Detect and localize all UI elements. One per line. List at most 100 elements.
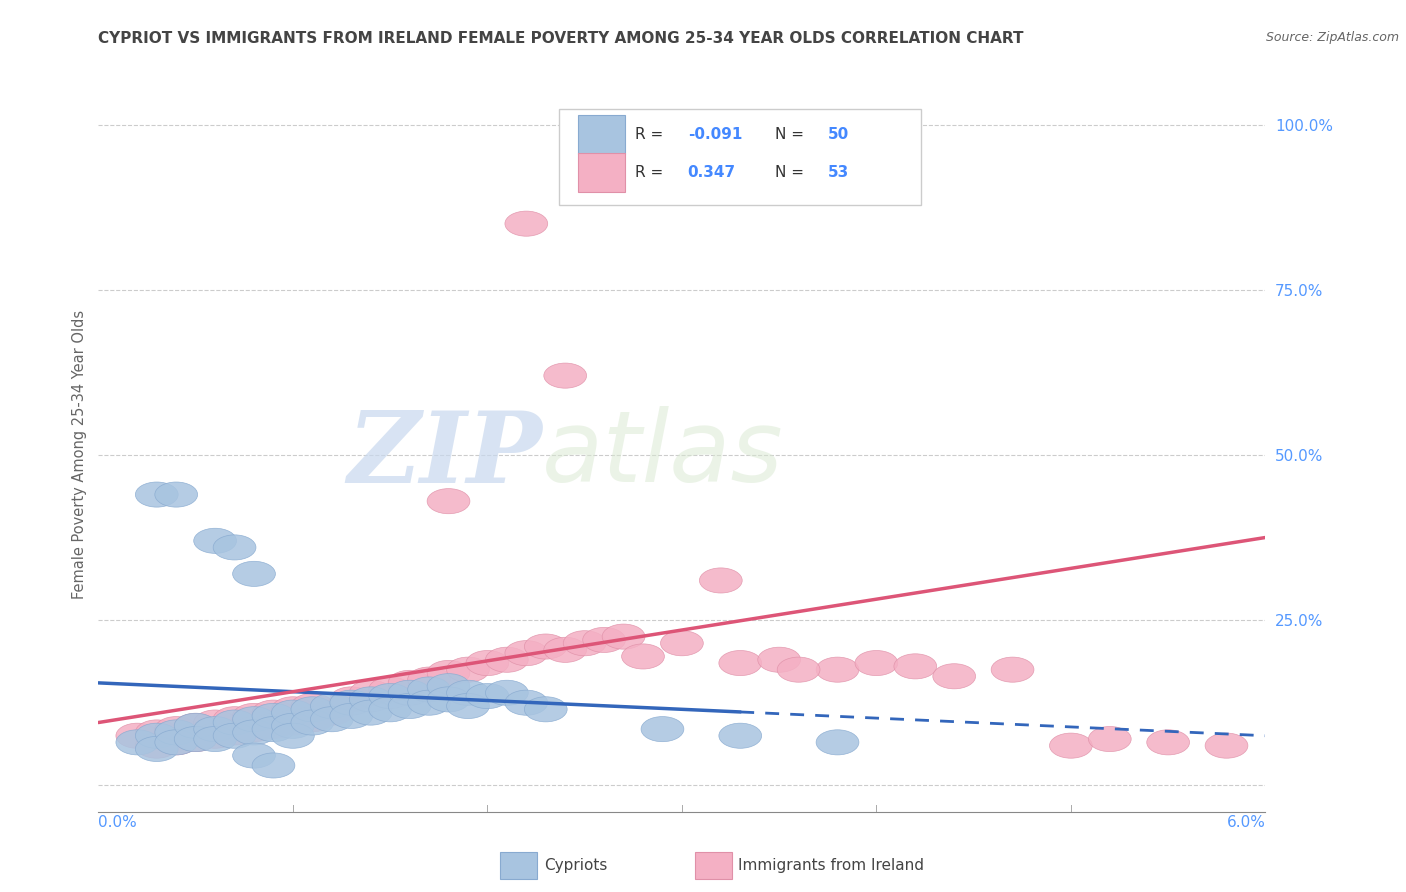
- Ellipse shape: [155, 730, 198, 755]
- Ellipse shape: [291, 697, 333, 722]
- FancyBboxPatch shape: [560, 109, 921, 205]
- Ellipse shape: [582, 627, 626, 652]
- Ellipse shape: [349, 687, 392, 712]
- Ellipse shape: [271, 710, 315, 735]
- FancyBboxPatch shape: [695, 853, 733, 879]
- Ellipse shape: [135, 482, 179, 508]
- Ellipse shape: [524, 697, 567, 722]
- Ellipse shape: [194, 528, 236, 553]
- Ellipse shape: [214, 706, 256, 731]
- Text: 53: 53: [828, 165, 849, 180]
- Ellipse shape: [505, 211, 548, 236]
- Ellipse shape: [311, 700, 353, 725]
- Ellipse shape: [388, 693, 432, 719]
- Ellipse shape: [214, 723, 256, 748]
- Ellipse shape: [991, 657, 1033, 682]
- Ellipse shape: [135, 737, 179, 762]
- Ellipse shape: [564, 631, 606, 656]
- Ellipse shape: [330, 687, 373, 712]
- Text: R =: R =: [636, 127, 668, 142]
- Ellipse shape: [135, 733, 179, 758]
- Ellipse shape: [815, 730, 859, 755]
- Text: -0.091: -0.091: [688, 127, 742, 142]
- Ellipse shape: [155, 716, 198, 741]
- Ellipse shape: [388, 681, 432, 706]
- Ellipse shape: [174, 726, 217, 752]
- Text: 50: 50: [828, 127, 849, 142]
- Text: N =: N =: [775, 127, 808, 142]
- Ellipse shape: [252, 753, 295, 778]
- Ellipse shape: [174, 714, 217, 739]
- Ellipse shape: [214, 535, 256, 560]
- Ellipse shape: [232, 743, 276, 768]
- Ellipse shape: [232, 561, 276, 586]
- Ellipse shape: [447, 681, 489, 706]
- Ellipse shape: [291, 710, 333, 735]
- Ellipse shape: [427, 687, 470, 712]
- Ellipse shape: [855, 650, 898, 675]
- Ellipse shape: [330, 704, 373, 729]
- Ellipse shape: [1147, 730, 1189, 755]
- Ellipse shape: [330, 690, 373, 715]
- Ellipse shape: [194, 710, 236, 735]
- Ellipse shape: [718, 723, 762, 748]
- Text: 6.0%: 6.0%: [1226, 815, 1265, 830]
- Ellipse shape: [641, 716, 683, 741]
- Ellipse shape: [368, 697, 412, 722]
- Ellipse shape: [408, 690, 450, 715]
- Ellipse shape: [602, 624, 645, 649]
- FancyBboxPatch shape: [578, 153, 624, 192]
- Ellipse shape: [427, 673, 470, 698]
- Ellipse shape: [544, 637, 586, 663]
- Ellipse shape: [465, 683, 509, 708]
- Ellipse shape: [214, 720, 256, 745]
- Ellipse shape: [252, 716, 295, 741]
- Ellipse shape: [427, 489, 470, 514]
- Ellipse shape: [932, 664, 976, 689]
- Ellipse shape: [718, 650, 762, 675]
- Ellipse shape: [1205, 733, 1249, 758]
- Text: R =: R =: [636, 165, 668, 180]
- Ellipse shape: [271, 697, 315, 722]
- Ellipse shape: [465, 650, 509, 675]
- Ellipse shape: [544, 363, 586, 388]
- FancyBboxPatch shape: [501, 853, 537, 879]
- Ellipse shape: [135, 720, 179, 745]
- Ellipse shape: [232, 720, 276, 745]
- Ellipse shape: [349, 681, 392, 706]
- Ellipse shape: [1049, 733, 1092, 758]
- Ellipse shape: [252, 704, 295, 729]
- Text: 0.0%: 0.0%: [98, 815, 138, 830]
- Ellipse shape: [427, 660, 470, 686]
- Ellipse shape: [485, 648, 529, 673]
- Ellipse shape: [232, 704, 276, 729]
- Ellipse shape: [894, 654, 936, 679]
- Text: Cypriots: Cypriots: [544, 858, 607, 873]
- Ellipse shape: [155, 730, 198, 755]
- Ellipse shape: [311, 693, 353, 719]
- Ellipse shape: [252, 700, 295, 725]
- Text: CYPRIOT VS IMMIGRANTS FROM IRELAND FEMALE POVERTY AMONG 25-34 YEAR OLDS CORRELAT: CYPRIOT VS IMMIGRANTS FROM IRELAND FEMAL…: [98, 31, 1024, 46]
- Ellipse shape: [621, 644, 665, 669]
- Ellipse shape: [174, 726, 217, 752]
- Ellipse shape: [291, 693, 333, 719]
- Ellipse shape: [505, 690, 548, 715]
- Ellipse shape: [758, 648, 800, 673]
- Text: Source: ZipAtlas.com: Source: ZipAtlas.com: [1265, 31, 1399, 45]
- Text: N =: N =: [775, 165, 808, 180]
- Ellipse shape: [135, 723, 179, 748]
- Ellipse shape: [232, 716, 276, 741]
- Ellipse shape: [311, 706, 353, 731]
- Text: atlas: atlas: [541, 407, 783, 503]
- Ellipse shape: [505, 640, 548, 665]
- Ellipse shape: [447, 657, 489, 682]
- Text: ZIP: ZIP: [347, 407, 541, 503]
- Ellipse shape: [194, 726, 236, 752]
- Ellipse shape: [447, 693, 489, 719]
- Text: Immigrants from Ireland: Immigrants from Ireland: [738, 858, 924, 873]
- FancyBboxPatch shape: [578, 115, 624, 153]
- Ellipse shape: [349, 700, 392, 725]
- Ellipse shape: [1088, 726, 1132, 752]
- Ellipse shape: [271, 714, 315, 739]
- Ellipse shape: [524, 634, 567, 659]
